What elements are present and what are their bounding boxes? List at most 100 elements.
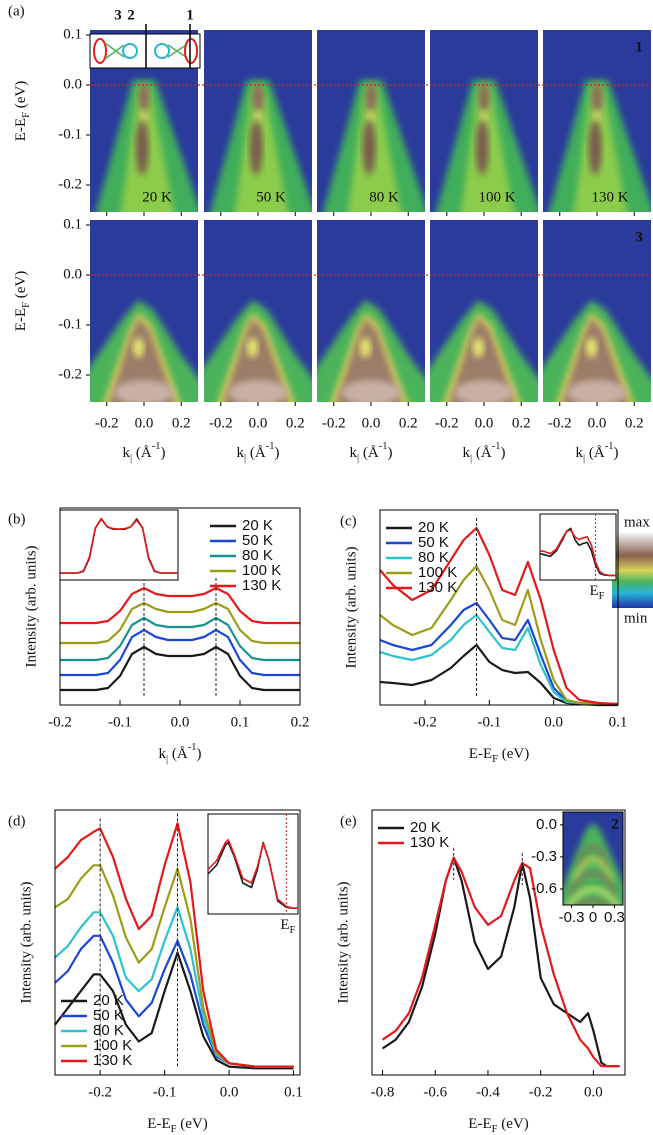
label-part: k (237, 445, 245, 461)
legend-label: 50 K (242, 532, 273, 549)
label-part: F (492, 1124, 498, 1135)
legend-label: 130 K (410, 834, 449, 851)
plot-frame (54, 809, 301, 1076)
temperature-label: 20 K (142, 189, 172, 205)
legend-label: 80 K (418, 549, 449, 566)
inset-line (539, 529, 616, 577)
cut-label: 1 (186, 7, 194, 23)
x-tick-label: 0.3 (604, 909, 625, 926)
series-line (60, 645, 300, 692)
pocket (184, 38, 198, 64)
series-line (379, 526, 619, 706)
label-part: E (280, 917, 289, 933)
x-tick-label: -0.1 (153, 1084, 177, 1100)
label-part: (Å (472, 445, 492, 461)
arpes-image (90, 220, 198, 402)
x-tick-label: 0.2 (291, 714, 310, 730)
label-part: ) (196, 746, 201, 762)
heatmap-band (109, 317, 175, 402)
inset-line (207, 839, 298, 909)
label-part: k (576, 445, 584, 461)
y-tick-label: -0.1 (58, 316, 82, 332)
heatmap-band (359, 337, 371, 358)
x-tick-label: -0.2 (413, 714, 437, 730)
row-label: 3 (635, 229, 643, 245)
x-tick-label: -0.2 (209, 415, 233, 431)
arpes-image (317, 220, 425, 402)
y-tick-label: 0.1 (63, 216, 82, 232)
y-tick-label: 0.0 (63, 76, 82, 92)
colorbar (612, 533, 653, 608)
panel-label: (e) (340, 813, 357, 829)
legend-label: 80 K (242, 547, 273, 564)
x-axis-label: k| (Å-1) (159, 742, 202, 765)
legend-label: 20 K (242, 517, 273, 534)
label-part: | (130, 453, 132, 464)
arpes-image (204, 220, 312, 402)
plot-frame (59, 507, 301, 706)
heatmap-band (572, 857, 614, 882)
heatmap-band (449, 317, 515, 402)
x-axis-label: E-EF (eV) (147, 1116, 207, 1135)
x-tick-label: 0.0 (588, 415, 607, 431)
label-part: | (166, 754, 168, 765)
inset-label: EF (280, 917, 295, 936)
x-tick-label: 0.1 (231, 714, 250, 730)
label-part: k (350, 445, 358, 461)
label-part: (eV) (13, 271, 29, 302)
label-part: (eV) (13, 81, 29, 112)
x-axis-label: k| (Å-1) (123, 441, 166, 464)
x-tick-label: 0.2 (625, 415, 644, 431)
heatmap-band (365, 82, 377, 113)
series-line (379, 613, 618, 706)
series-line (60, 628, 300, 677)
x-axis-label: k| (Å-1) (237, 441, 280, 464)
x-tick-label: 0.0 (220, 1084, 239, 1100)
temperature-label: 100 K (478, 189, 515, 205)
colorbar-label: max (624, 514, 650, 530)
heatmap-band (252, 82, 264, 113)
pocket (122, 43, 138, 59)
heatmap-band (475, 120, 489, 175)
y-tick-label: 0.0 (536, 816, 557, 833)
label-part: -1 (492, 441, 501, 452)
arpes-image (430, 220, 538, 402)
cut-schematic (89, 24, 201, 69)
series-line (54, 822, 294, 1068)
label-part: | (583, 453, 585, 464)
inset-label: 2 (611, 816, 619, 832)
arpes-image (543, 30, 651, 212)
x-tick-label: -0.1 (477, 714, 501, 730)
band-sketch (167, 44, 187, 58)
heatmap-band (454, 380, 514, 402)
x-axis-label: k| (Å-1) (350, 441, 393, 464)
x-tick-label: -0.4 (476, 1084, 500, 1100)
series-line (54, 906, 294, 1068)
pocket (93, 38, 107, 64)
x-tick-label: -0.2 (48, 714, 72, 730)
heatmap-band (362, 120, 376, 175)
x-tick-label: -0.1 (108, 714, 132, 730)
x-axis-label: k| (Å-1) (463, 441, 506, 464)
temperature-label: 80 K (369, 189, 399, 205)
temperature-label: 130 K (591, 189, 628, 205)
label-part: E (589, 583, 598, 599)
heatmap-band (341, 380, 401, 402)
label-part: (Å (585, 445, 605, 461)
x-tick-label: 0.2 (172, 415, 191, 431)
y-axis-label: E-EF (eV) (13, 81, 32, 141)
heatmap-band (576, 898, 610, 905)
cut-label: 3 (114, 7, 122, 23)
heatmap-band (562, 317, 628, 402)
x-tick-label: -0.2 (322, 415, 346, 431)
heatmap-band (585, 337, 598, 358)
label-part: -1 (188, 742, 197, 753)
heatmap-band (588, 120, 602, 175)
label-part: F (21, 112, 32, 118)
y-axis-label: E-EF (eV) (13, 271, 32, 331)
x-tick-label: -0.6 (423, 1084, 447, 1100)
label-part: F (171, 1124, 177, 1135)
label-part: -1 (152, 441, 161, 452)
x-tick-label: -0.2 (95, 415, 119, 431)
